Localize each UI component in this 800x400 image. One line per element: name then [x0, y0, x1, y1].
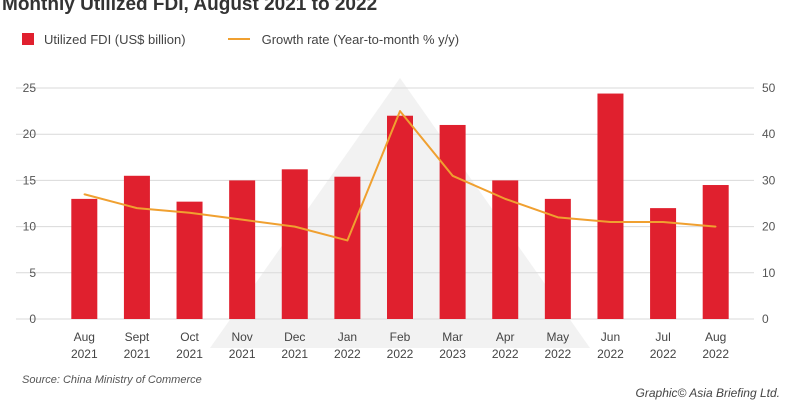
x-tick-label-year: 2022	[387, 347, 414, 361]
x-tick-label-year: 2022	[334, 347, 361, 361]
growth-rate-point	[609, 221, 612, 223]
y-right-tick-label: 20	[762, 220, 776, 234]
y-left-tick-label: 15	[23, 173, 37, 187]
x-tick-label-year: 2021	[281, 347, 308, 361]
growth-rate-point	[451, 174, 454, 177]
growth-rate-point	[714, 225, 717, 228]
growth-rate-point	[83, 193, 86, 196]
x-tick-label-year: 2022	[650, 347, 677, 361]
x-tick-label-year: 2022	[597, 347, 624, 361]
growth-rate-point	[504, 198, 507, 200]
y-left-tick-label: 20	[23, 127, 37, 141]
y-left-tick-label: 25	[23, 81, 37, 95]
y-right-tick-label: 30	[762, 173, 776, 187]
fdi-bar	[439, 124, 466, 320]
fdi-bar	[334, 176, 361, 319]
fdi-bar	[123, 175, 150, 319]
x-tick-label-year: 2022	[702, 347, 729, 361]
fdi-bar	[650, 208, 677, 319]
y-left-tick-label: 5	[29, 266, 36, 280]
y-left-tick-label: 0	[29, 312, 36, 326]
growth-rate-point	[293, 225, 296, 228]
x-tick-label-month: Jun	[601, 330, 620, 344]
chart-legend: Utilized FDI (US$ billion) Growth rate (…	[22, 30, 459, 48]
x-tick-label-month: Jul	[655, 330, 670, 344]
x-tick-label-month: Aug	[74, 330, 95, 344]
x-tick-label-month: Sept	[125, 330, 150, 344]
bar-series	[71, 93, 729, 320]
legend-swatch-growth	[227, 38, 250, 40]
x-tick-label-month: Feb	[390, 330, 411, 344]
fdi-bar	[176, 201, 203, 319]
x-tick-label-month: Oct	[180, 330, 199, 344]
fdi-bar	[492, 180, 519, 319]
growth-rate-point	[399, 110, 401, 112]
growth-rate-point	[662, 221, 664, 223]
x-tick-label-month: Mar	[442, 330, 463, 344]
axes: 0 0 5 10 10 20 15 30 20 40 25 50 Aug 2021 Sept 2021 Oct 2…	[23, 81, 776, 361]
fdi-bar	[281, 169, 308, 319]
x-tick-label-month: Apr	[496, 330, 515, 344]
x-tick-label-year: 2021	[71, 347, 98, 361]
x-tick-label-month: Nov	[231, 330, 252, 344]
fdi-bar	[597, 93, 624, 319]
x-tick-label-year: 2021	[229, 347, 256, 361]
graphic-credit: Graphic© Asia Briefing Ltd.	[635, 386, 780, 400]
growth-rate-point	[346, 239, 349, 242]
x-tick-label-year: 2022	[544, 347, 571, 361]
x-tick-label-month: Aug	[705, 330, 726, 344]
fdi-bar	[387, 115, 413, 319]
x-tick-label-year: 2021	[176, 347, 203, 361]
growth-rate-point	[557, 216, 559, 219]
fdi-bar	[229, 180, 256, 319]
growth-rate-point	[136, 207, 138, 209]
fdi-bar	[71, 198, 98, 319]
chart-title: Monthly Utilized FDI, August 2021 to 202…	[2, 0, 378, 15]
growth-rate-point	[241, 218, 243, 221]
y-right-tick-label: 10	[762, 266, 776, 280]
line-series	[83, 110, 717, 242]
y-left-tick-label: 10	[23, 220, 37, 234]
fdi-bar	[702, 185, 729, 319]
legend-swatch-fdi	[22, 33, 34, 45]
y-right-tick-label: 40	[762, 127, 776, 141]
x-tick-label-month: Dec	[284, 330, 305, 344]
y-right-tick-label: 0	[762, 312, 769, 326]
x-tick-label-year: 2022	[492, 347, 519, 361]
legend-label-fdi: Utilized FDI (US$ billion)	[44, 31, 186, 47]
legend-label-growth: Growth rate (Year-to-month % y/y)	[261, 31, 460, 47]
x-tick-label-year: 2023	[439, 347, 466, 361]
y-right-tick-label: 50	[762, 81, 776, 95]
x-tick-label-year: 2021	[124, 347, 151, 361]
x-tick-label-month: Jan	[338, 330, 357, 344]
x-tick-label-month: May	[547, 330, 570, 344]
source-note: Source: China Ministry of Commerce	[22, 374, 202, 386]
growth-rate-point	[188, 211, 191, 214]
